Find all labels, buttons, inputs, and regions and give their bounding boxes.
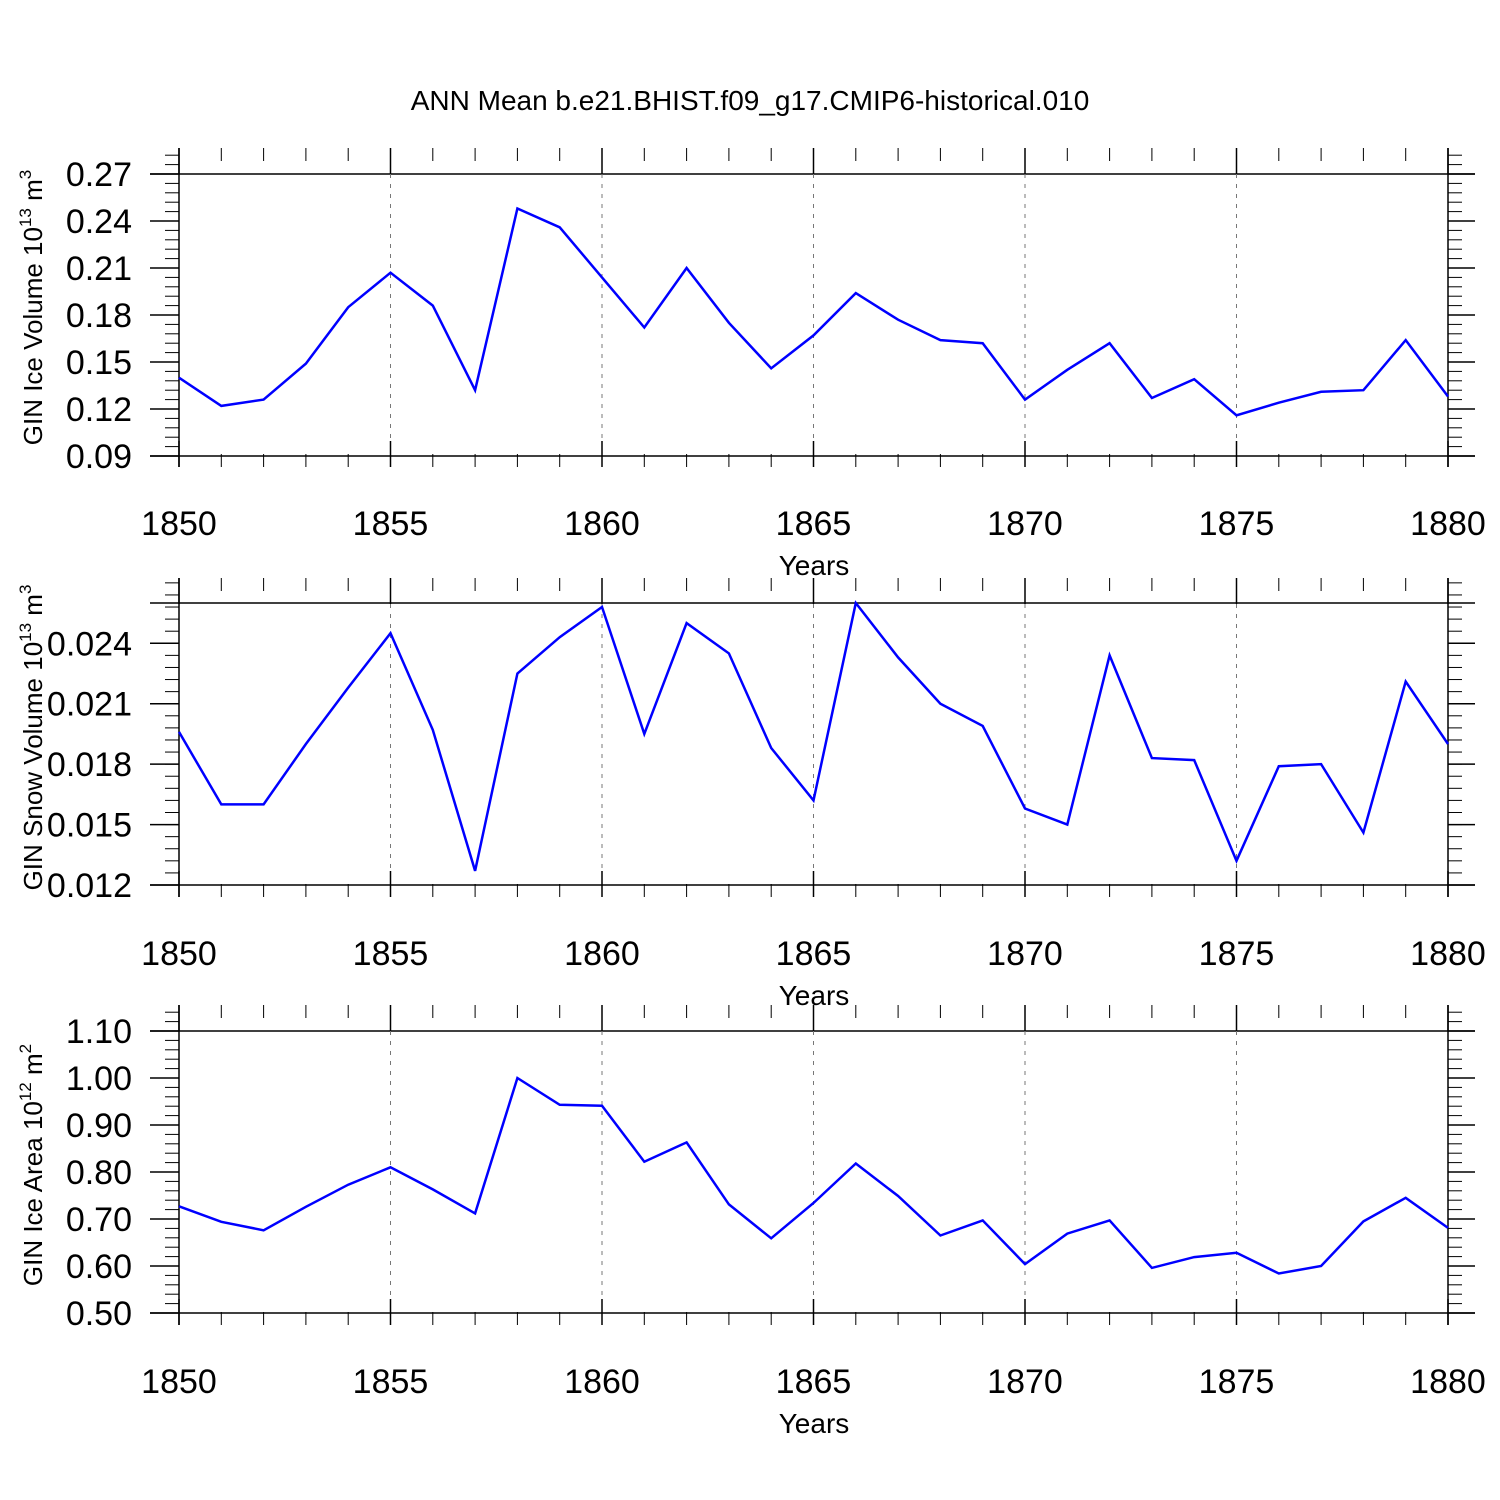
xtick-label: 1850 bbox=[141, 505, 217, 543]
xtick-label: 1880 bbox=[1410, 1363, 1486, 1401]
ytick-label: 0.018 bbox=[47, 746, 132, 784]
ytick-label: 0.21 bbox=[66, 250, 132, 288]
xtick-label: 1880 bbox=[1410, 935, 1486, 973]
xtick-label: 1875 bbox=[1199, 1363, 1275, 1401]
xtick-label: 1860 bbox=[564, 935, 640, 973]
ytick-label: 0.80 bbox=[66, 1154, 132, 1192]
xtick-label: 1875 bbox=[1199, 505, 1275, 543]
xtick-label: 1870 bbox=[987, 1363, 1063, 1401]
chart-panel-3: 0.50 0.60 0.70 0.80 0.90 1.00 1.10 1850 1855 1860… bbox=[16, 1005, 1486, 1439]
xtick-label: 1860 bbox=[564, 1363, 640, 1401]
xtick-label: 1855 bbox=[353, 505, 429, 543]
chart-panel-2: 0.012 0.015 0.018 0.021 0.024 1850 1855 1860 186… bbox=[16, 578, 1486, 1011]
ytick-label: 0.09 bbox=[66, 438, 132, 476]
xtick-label: 1865 bbox=[776, 1363, 852, 1401]
ytick-label: 0.27 bbox=[66, 156, 132, 194]
xtick-label: 1865 bbox=[776, 505, 852, 543]
y-axis-label: GIN Ice Area 1012 m2 bbox=[16, 1044, 48, 1286]
xtick-label: 1870 bbox=[987, 505, 1063, 543]
ytick-label: 0.18 bbox=[66, 297, 132, 335]
ytick-label: 0.60 bbox=[66, 1248, 132, 1286]
ytick-label: 0.015 bbox=[47, 807, 132, 845]
ytick-label: 1.10 bbox=[66, 1013, 132, 1051]
ytick-label: 0.012 bbox=[47, 867, 132, 905]
ytick-label: 0.021 bbox=[47, 686, 132, 724]
ytick-label: 0.24 bbox=[66, 203, 132, 241]
x-axis-label: Years bbox=[779, 1408, 850, 1439]
ytick-label: 0.50 bbox=[66, 1295, 132, 1333]
ytick-label: 0.024 bbox=[47, 625, 132, 663]
xtick-label: 1855 bbox=[353, 935, 429, 973]
y-axis-label: GIN Ice Volume 1013 m3 bbox=[16, 170, 48, 446]
ytick-label: 0.70 bbox=[66, 1201, 132, 1239]
ytick-label: 1.00 bbox=[66, 1060, 132, 1098]
xtick-label: 1850 bbox=[141, 1363, 217, 1401]
xtick-label: 1865 bbox=[776, 935, 852, 973]
xtick-label: 1870 bbox=[987, 935, 1063, 973]
chart-panel-1: 0.09 0.12 0.15 0.18 0.21 0.24 0.27 1850 1855 1860… bbox=[16, 148, 1486, 581]
xtick-label: 1855 bbox=[353, 1363, 429, 1401]
panels: 0.09 0.12 0.15 0.18 0.21 0.24 0.27 1850 1855 1860… bbox=[16, 148, 1486, 1439]
ytick-label: 0.15 bbox=[66, 344, 132, 382]
ytick-label: 0.12 bbox=[66, 391, 132, 429]
ytick-label: 0.90 bbox=[66, 1107, 132, 1145]
x-axis-label: Years bbox=[779, 550, 850, 581]
xtick-label: 1875 bbox=[1199, 935, 1275, 973]
y-axis-label: GIN Snow Volume 1013 m3 bbox=[16, 585, 48, 891]
xtick-label: 1860 bbox=[564, 505, 640, 543]
xtick-label: 1850 bbox=[141, 935, 217, 973]
chart-title: ANN Mean b.e21.BHIST.f09_g17.CMIP6-histo… bbox=[411, 85, 1090, 116]
xtick-label: 1880 bbox=[1410, 505, 1486, 543]
